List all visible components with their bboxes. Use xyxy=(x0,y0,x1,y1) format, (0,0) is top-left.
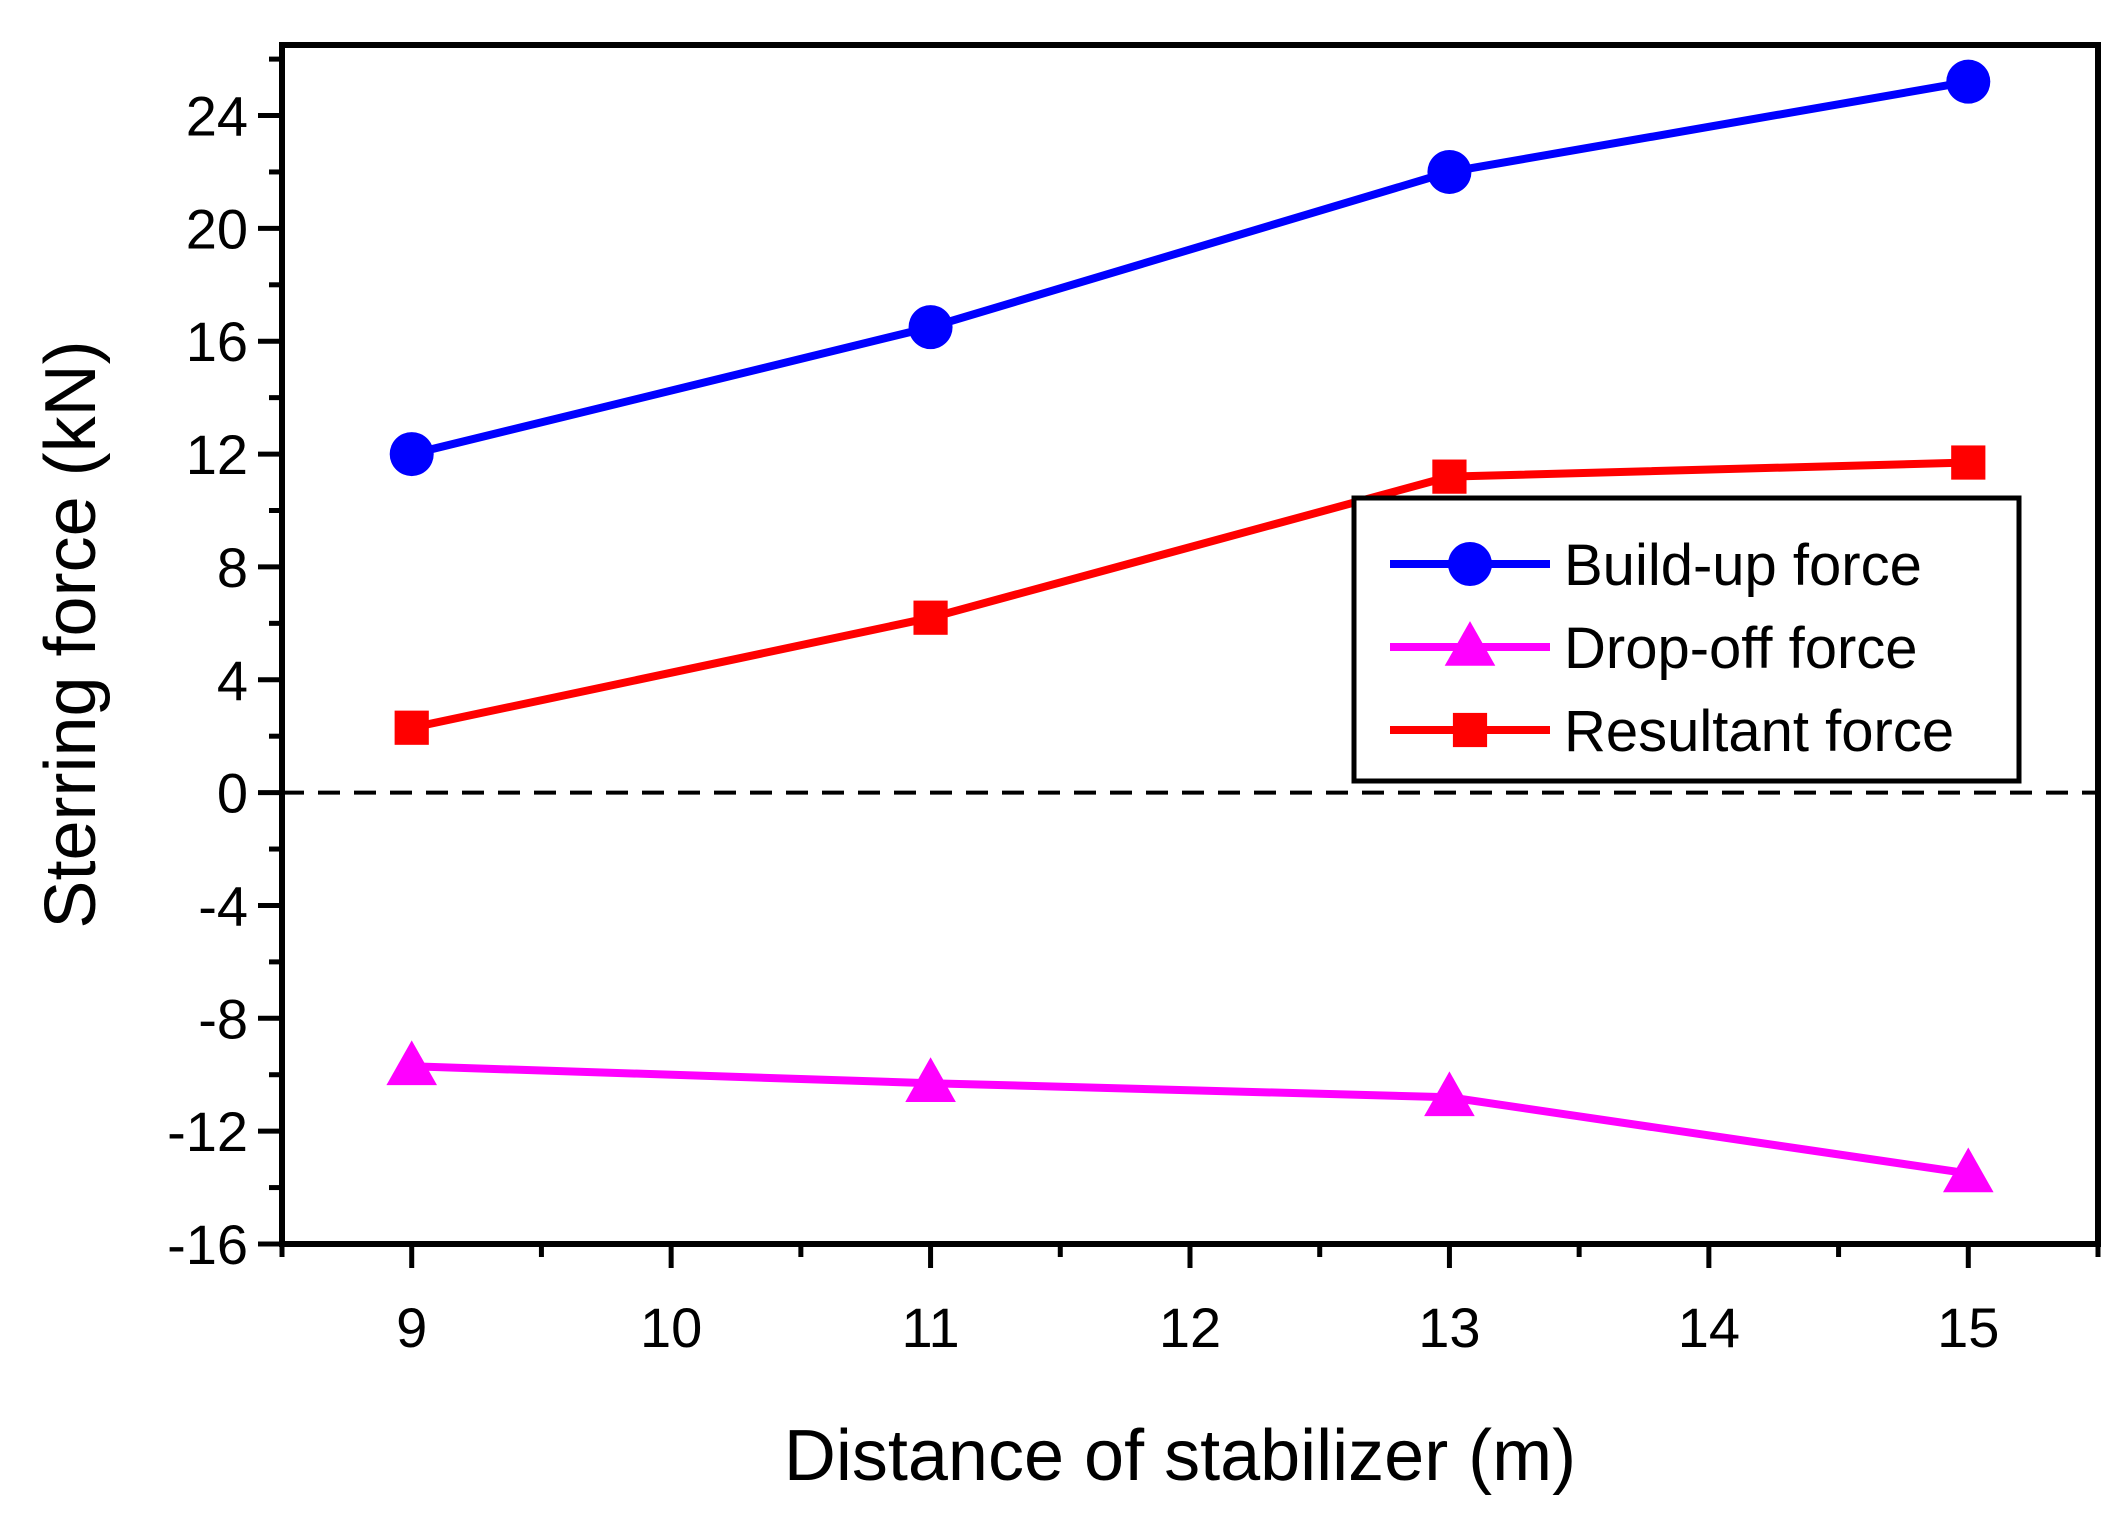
legend-marker-build-up-force xyxy=(1448,542,1492,586)
data-point-resultant-force xyxy=(1951,445,1986,480)
y-tick-label: 0 xyxy=(217,762,248,825)
series-resultant-force xyxy=(394,445,1986,745)
data-point-drop-off-force xyxy=(1942,1147,1994,1193)
y-tick-label: -4 xyxy=(198,874,248,937)
series-drop-off-force xyxy=(386,1040,1994,1193)
data-point-drop-off-force xyxy=(905,1057,956,1103)
series-line-resultant-force xyxy=(410,458,1969,732)
y-tick-label: 8 xyxy=(217,536,248,599)
legend-label-build-up-force: Build-up force xyxy=(1564,533,1922,598)
series-line-drop-off-force xyxy=(411,1062,1969,1178)
y-tick-label: 24 xyxy=(186,85,248,148)
y-tick-label: 4 xyxy=(217,649,248,712)
legend: Build-up force Drop-off force Resultant fo… xyxy=(1351,495,2022,784)
data-point-build-up-force xyxy=(908,305,953,350)
y-tick-label: -12 xyxy=(167,1100,248,1163)
data-point-resultant-force xyxy=(1432,459,1467,494)
data-point-build-up-force xyxy=(1946,59,1991,104)
series-layer xyxy=(386,59,1994,1193)
legend-marker-drop-off-force xyxy=(1444,621,1496,666)
x-tick-label: 9 xyxy=(396,1296,427,1359)
x-axis-title: Distance of stabilizer (m) xyxy=(784,1416,1576,1496)
y-tick-label: -16 xyxy=(167,1213,248,1276)
y-tick-label: 12 xyxy=(186,423,248,486)
legend-label-drop-off-force: Drop-off force xyxy=(1564,616,1918,681)
y-axis-title: Sterring force (kN) xyxy=(31,340,111,928)
data-point-build-up-force xyxy=(389,432,434,477)
x-tick-label: 14 xyxy=(1678,1296,1740,1359)
legend-label-resultant-force: Resultant force xyxy=(1564,699,1954,764)
x-tick-label: 10 xyxy=(640,1296,702,1359)
x-tick-label: 13 xyxy=(1418,1296,1480,1359)
y-tick-label: 20 xyxy=(186,197,248,260)
data-point-build-up-force xyxy=(1427,149,1472,194)
data-point-drop-off-force xyxy=(386,1040,438,1086)
x-tick-label: 11 xyxy=(902,1296,960,1359)
series-build-up-force xyxy=(389,59,1991,477)
data-point-drop-off-force xyxy=(1424,1071,1475,1117)
axes: 9 10 11 12 13 14 15 -16 -12 -8 -4 0 4 8 12 16 20 24 xyxy=(167,42,2101,1359)
x-tick-label: 12 xyxy=(1159,1296,1221,1359)
series-line-build-up-force xyxy=(410,77,1969,458)
y-tick-label: 16 xyxy=(186,310,248,373)
data-point-resultant-force xyxy=(913,600,948,635)
y-tick-label: -8 xyxy=(198,987,248,1050)
x-tick-label: 15 xyxy=(1937,1296,1999,1359)
data-point-resultant-force xyxy=(394,710,429,745)
legend-marker-resultant-force xyxy=(1452,712,1488,748)
